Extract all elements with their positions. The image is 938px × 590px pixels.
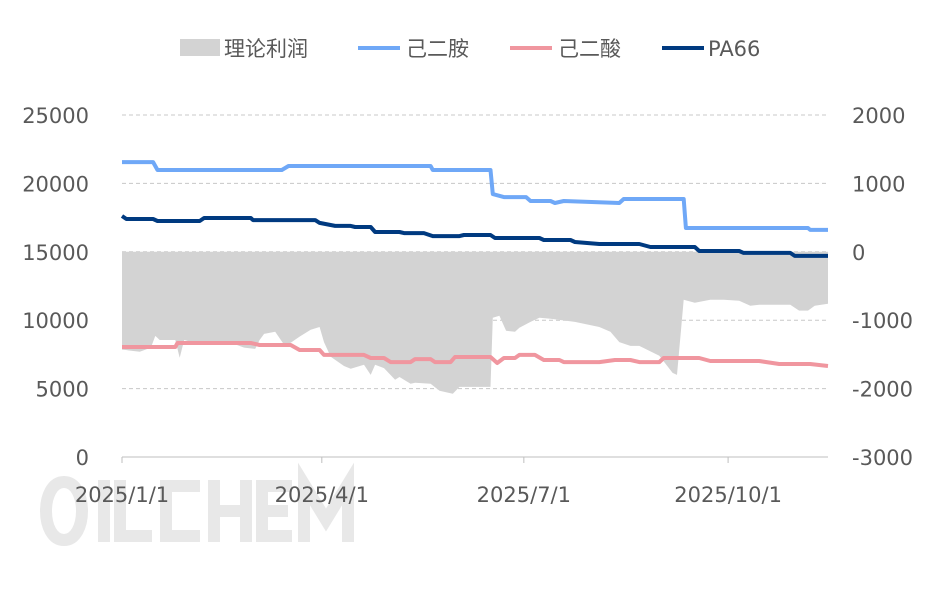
profit-area-layer [122,251,828,394]
y-right-tick-label: -3000 [852,446,913,470]
y-right-tick-label: -1000 [852,309,913,333]
series-line-2 [122,341,829,368]
watermark-letter-e [256,480,292,542]
series-line-3 [120,214,828,258]
watermark-letter-m [298,462,354,542]
y-left-tick-label: 15000 [22,241,89,265]
line-layer [120,160,829,368]
oilchem-watermark-logo [40,462,354,547]
y-right-tick-label: 2000 [852,104,905,128]
y-left-tick-label: 0 [76,446,89,470]
legend-swatch-area [180,39,220,56]
y-left-tick-label: 20000 [22,172,89,196]
y-right-tick-label: -2000 [852,378,913,402]
y-left-tick-label: 10000 [22,309,89,333]
legend-label: 理论利润 [224,37,308,61]
watermark-letter-h [208,480,252,542]
watermark-letter-o [40,475,88,547]
watermark-letter-l [114,480,152,542]
y-left-tick-label: 25000 [22,104,89,128]
x-tick-label: 2025/4/1 [275,483,369,507]
watermark-letter-c [160,480,200,542]
axes: 0500010000150002000025000-3000-2000-1000… [22,104,913,507]
y-right-tick-label: 1000 [852,172,905,196]
series-area-profit [122,251,828,394]
x-tick-label: 2025/7/1 [477,483,571,507]
y-right-tick-label: 0 [852,241,865,265]
legend: 理论利润 己二胺 己二酸 PA66 [180,37,760,61]
series-line-1 [122,160,828,232]
legend-label: 己二胺 [406,37,469,61]
x-tick-label: 2025/10/1 [674,483,782,507]
legend-label: 己二酸 [558,37,621,61]
x-tick-label: 2025/1/1 [75,483,169,507]
legend-label: PA66 [708,37,760,61]
y-left-tick-label: 5000 [36,378,89,402]
